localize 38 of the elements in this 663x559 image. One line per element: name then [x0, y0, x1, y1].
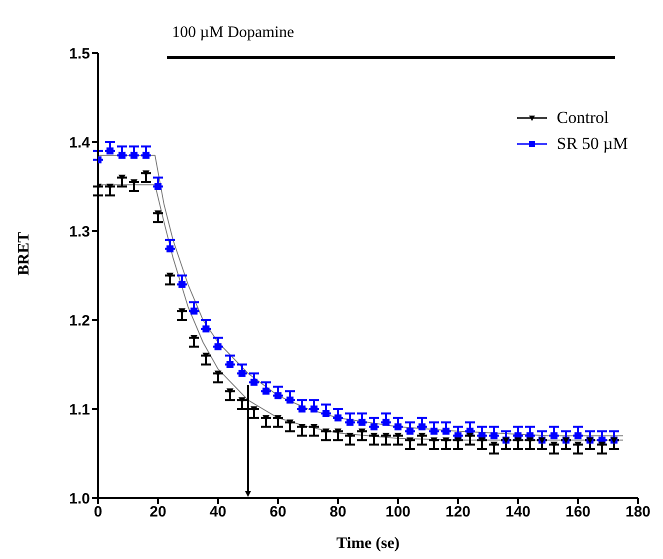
point	[382, 418, 390, 426]
point	[334, 414, 342, 422]
y-axis-title: BRET	[16, 232, 33, 276]
y-tick-label: 1.0	[69, 490, 90, 508]
x-tick-label: 100	[385, 504, 411, 521]
point	[370, 423, 378, 430]
point	[394, 423, 402, 430]
text: 100 µM Dopamine	[172, 24, 294, 41]
x-tick-label: 140	[505, 504, 531, 521]
x-tick-label: 180	[625, 504, 651, 521]
x-tick-label: 160	[565, 504, 591, 521]
point	[178, 280, 186, 288]
y-tick-label: 1.5	[69, 45, 90, 62]
legend-label: Control	[556, 108, 609, 128]
point	[406, 428, 414, 435]
point	[274, 392, 282, 400]
point	[202, 325, 210, 332]
point	[550, 432, 558, 440]
legend-label: SR 50 µM	[556, 134, 628, 154]
y-tick-label: 1.1	[69, 401, 90, 418]
x-tick-label: 60	[270, 504, 286, 521]
x-tick-label: 0	[94, 504, 102, 521]
point	[262, 388, 270, 395]
y-tick-label: 1.4	[69, 134, 91, 152]
point	[322, 410, 330, 417]
x-tick-label: 20	[150, 504, 166, 521]
point	[574, 432, 582, 440]
point	[190, 308, 198, 315]
x-tick-label: 80	[330, 504, 346, 521]
point	[166, 245, 174, 252]
x-tick-label: 120	[445, 504, 471, 521]
y-tick-label: 1.2	[69, 312, 90, 330]
x-axis-title: Time (se)	[336, 535, 400, 552]
point	[214, 343, 222, 350]
point	[154, 183, 162, 190]
x-tick-label: 40	[210, 504, 226, 521]
point	[418, 423, 426, 430]
y-tick-label: 1.3	[69, 223, 90, 240]
